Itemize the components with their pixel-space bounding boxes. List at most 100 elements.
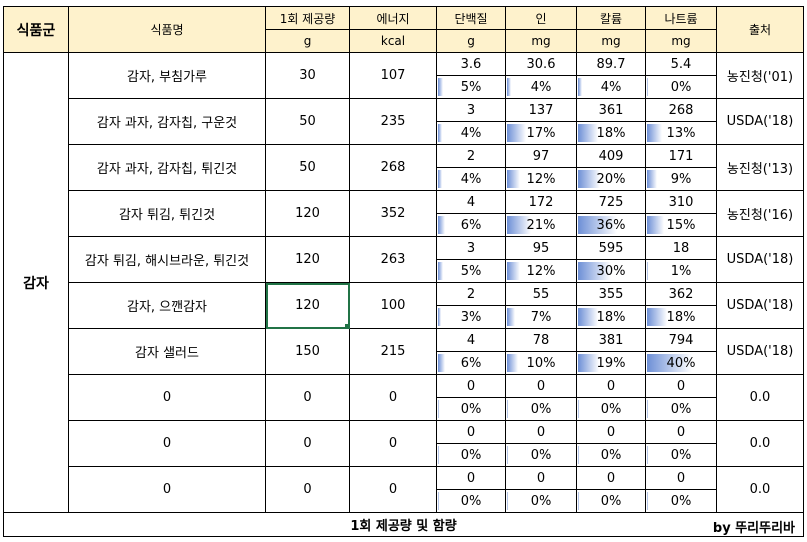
- header-group[interactable]: 식품군: [3, 6, 69, 53]
- potassium-percent-cell[interactable]: 4%: [576, 75, 646, 99]
- sodium-percent-cell[interactable]: 40%: [645, 351, 717, 375]
- protein-value-cell[interactable]: 2: [436, 144, 506, 168]
- source-cell[interactable]: 농진청('16): [716, 190, 804, 237]
- sodium-percent-cell[interactable]: 13%: [645, 121, 717, 145]
- potassium-percent-cell[interactable]: 19%: [576, 351, 646, 375]
- unit-phosphorus[interactable]: mg: [505, 29, 577, 53]
- source-cell[interactable]: USDA('18): [716, 282, 804, 329]
- food-name-cell[interactable]: 감자 과자, 감자칩, 튀긴것: [68, 144, 266, 191]
- protein-value-cell[interactable]: 3.6: [436, 52, 506, 76]
- phosphorus-percent-cell[interactable]: 7%: [505, 305, 577, 329]
- sodium-percent-cell[interactable]: 9%: [645, 167, 717, 191]
- potassium-value-cell[interactable]: 409: [576, 144, 646, 168]
- phosphorus-value-cell[interactable]: 0: [505, 374, 577, 398]
- food-name-cell[interactable]: 감자 튀김, 해시브라운, 튀긴것: [68, 236, 266, 283]
- serving-cell[interactable]: 50: [265, 144, 350, 191]
- serving-cell[interactable]: 30: [265, 52, 350, 99]
- phosphorus-value-cell[interactable]: 0: [505, 466, 577, 490]
- food-name-cell[interactable]: 0: [68, 466, 266, 513]
- protein-percent-cell[interactable]: 3%: [436, 305, 506, 329]
- potassium-value-cell[interactable]: 595: [576, 236, 646, 260]
- protein-value-cell[interactable]: 0: [436, 420, 506, 444]
- energy-cell[interactable]: 352: [349, 190, 437, 237]
- protein-percent-cell[interactable]: 4%: [436, 167, 506, 191]
- food-name-cell[interactable]: 감자 튀김, 튀긴것: [68, 190, 266, 237]
- potassium-value-cell[interactable]: 0: [576, 466, 646, 490]
- potassium-value-cell[interactable]: 361: [576, 98, 646, 122]
- phosphorus-percent-cell[interactable]: 21%: [505, 213, 577, 237]
- sodium-percent-cell[interactable]: 0%: [645, 443, 717, 467]
- header-source[interactable]: 출처: [716, 6, 804, 53]
- food-name-cell[interactable]: 감자 샐러드: [68, 328, 266, 375]
- protein-percent-cell[interactable]: 4%: [436, 121, 506, 145]
- sodium-value-cell[interactable]: 268: [645, 98, 717, 122]
- sodium-percent-cell[interactable]: 0%: [645, 75, 717, 99]
- source-cell[interactable]: USDA('18): [716, 328, 804, 375]
- energy-cell[interactable]: 215: [349, 328, 437, 375]
- sodium-value-cell[interactable]: 5.4: [645, 52, 717, 76]
- source-cell[interactable]: 농진청('01): [716, 52, 804, 99]
- food-group-cell[interactable]: 감자: [3, 52, 69, 513]
- serving-cell[interactable]: 150: [265, 328, 350, 375]
- serving-cell[interactable]: 120: [265, 236, 350, 283]
- protein-percent-cell[interactable]: 5%: [436, 75, 506, 99]
- food-name-cell[interactable]: 0: [68, 420, 266, 467]
- protein-value-cell[interactable]: 4: [436, 328, 506, 352]
- source-cell[interactable]: USDA('18): [716, 236, 804, 283]
- phosphorus-percent-cell[interactable]: 17%: [505, 121, 577, 145]
- sodium-percent-cell[interactable]: 1%: [645, 259, 717, 283]
- source-cell[interactable]: 0.0: [716, 374, 804, 421]
- serving-cell[interactable]: 0: [265, 466, 350, 513]
- potassium-percent-cell[interactable]: 30%: [576, 259, 646, 283]
- protein-percent-cell[interactable]: 0%: [436, 489, 506, 513]
- energy-cell[interactable]: 263: [349, 236, 437, 283]
- header-sodium[interactable]: 나트륨: [645, 6, 717, 30]
- sodium-value-cell[interactable]: 362: [645, 282, 717, 306]
- energy-cell[interactable]: 0: [349, 420, 437, 467]
- protein-value-cell[interactable]: 2: [436, 282, 506, 306]
- header-potassium[interactable]: 칼륨: [576, 6, 646, 30]
- energy-cell[interactable]: 107: [349, 52, 437, 99]
- protein-percent-cell[interactable]: 5%: [436, 259, 506, 283]
- food-name-cell[interactable]: 감자, 으깬감자: [68, 282, 266, 329]
- potassium-value-cell[interactable]: 89.7: [576, 52, 646, 76]
- phosphorus-value-cell[interactable]: 97: [505, 144, 577, 168]
- energy-cell[interactable]: 100: [349, 282, 437, 329]
- unit-protein[interactable]: g: [436, 29, 506, 53]
- protein-percent-cell[interactable]: 0%: [436, 443, 506, 467]
- protein-value-cell[interactable]: 0: [436, 466, 506, 490]
- serving-cell[interactable]: 120: [265, 190, 350, 237]
- potassium-value-cell[interactable]: 725: [576, 190, 646, 214]
- food-name-cell[interactable]: 감자 과자, 감자칩, 구운것: [68, 98, 266, 145]
- phosphorus-value-cell[interactable]: 172: [505, 190, 577, 214]
- phosphorus-value-cell[interactable]: 55: [505, 282, 577, 306]
- unit-potassium[interactable]: mg: [576, 29, 646, 53]
- potassium-value-cell[interactable]: 0: [576, 420, 646, 444]
- phosphorus-value-cell[interactable]: 0: [505, 420, 577, 444]
- source-cell[interactable]: 0.0: [716, 466, 804, 513]
- potassium-percent-cell[interactable]: 18%: [576, 305, 646, 329]
- phosphorus-percent-cell[interactable]: 0%: [505, 443, 577, 467]
- energy-cell[interactable]: 268: [349, 144, 437, 191]
- potassium-percent-cell[interactable]: 0%: [576, 443, 646, 467]
- phosphorus-percent-cell[interactable]: 0%: [505, 397, 577, 421]
- food-name-cell[interactable]: 감자, 부침가루: [68, 52, 266, 99]
- potassium-percent-cell[interactable]: 0%: [576, 397, 646, 421]
- energy-cell[interactable]: 235: [349, 98, 437, 145]
- sodium-percent-cell[interactable]: 0%: [645, 397, 717, 421]
- sodium-percent-cell[interactable]: 15%: [645, 213, 717, 237]
- protein-value-cell[interactable]: 4: [436, 190, 506, 214]
- sodium-value-cell[interactable]: 794: [645, 328, 717, 352]
- sodium-value-cell[interactable]: 0: [645, 374, 717, 398]
- serving-cell[interactable]: 50: [265, 98, 350, 145]
- potassium-percent-cell[interactable]: 36%: [576, 213, 646, 237]
- header-protein[interactable]: 단백질: [436, 6, 506, 30]
- serving-cell[interactable]: 0: [265, 420, 350, 467]
- phosphorus-percent-cell[interactable]: 12%: [505, 167, 577, 191]
- protein-percent-cell[interactable]: 0%: [436, 397, 506, 421]
- protein-value-cell[interactable]: 0: [436, 374, 506, 398]
- energy-cell[interactable]: 0: [349, 374, 437, 421]
- header-phosphorus[interactable]: 인: [505, 6, 577, 30]
- sodium-value-cell[interactable]: 171: [645, 144, 717, 168]
- sodium-value-cell[interactable]: 0: [645, 466, 717, 490]
